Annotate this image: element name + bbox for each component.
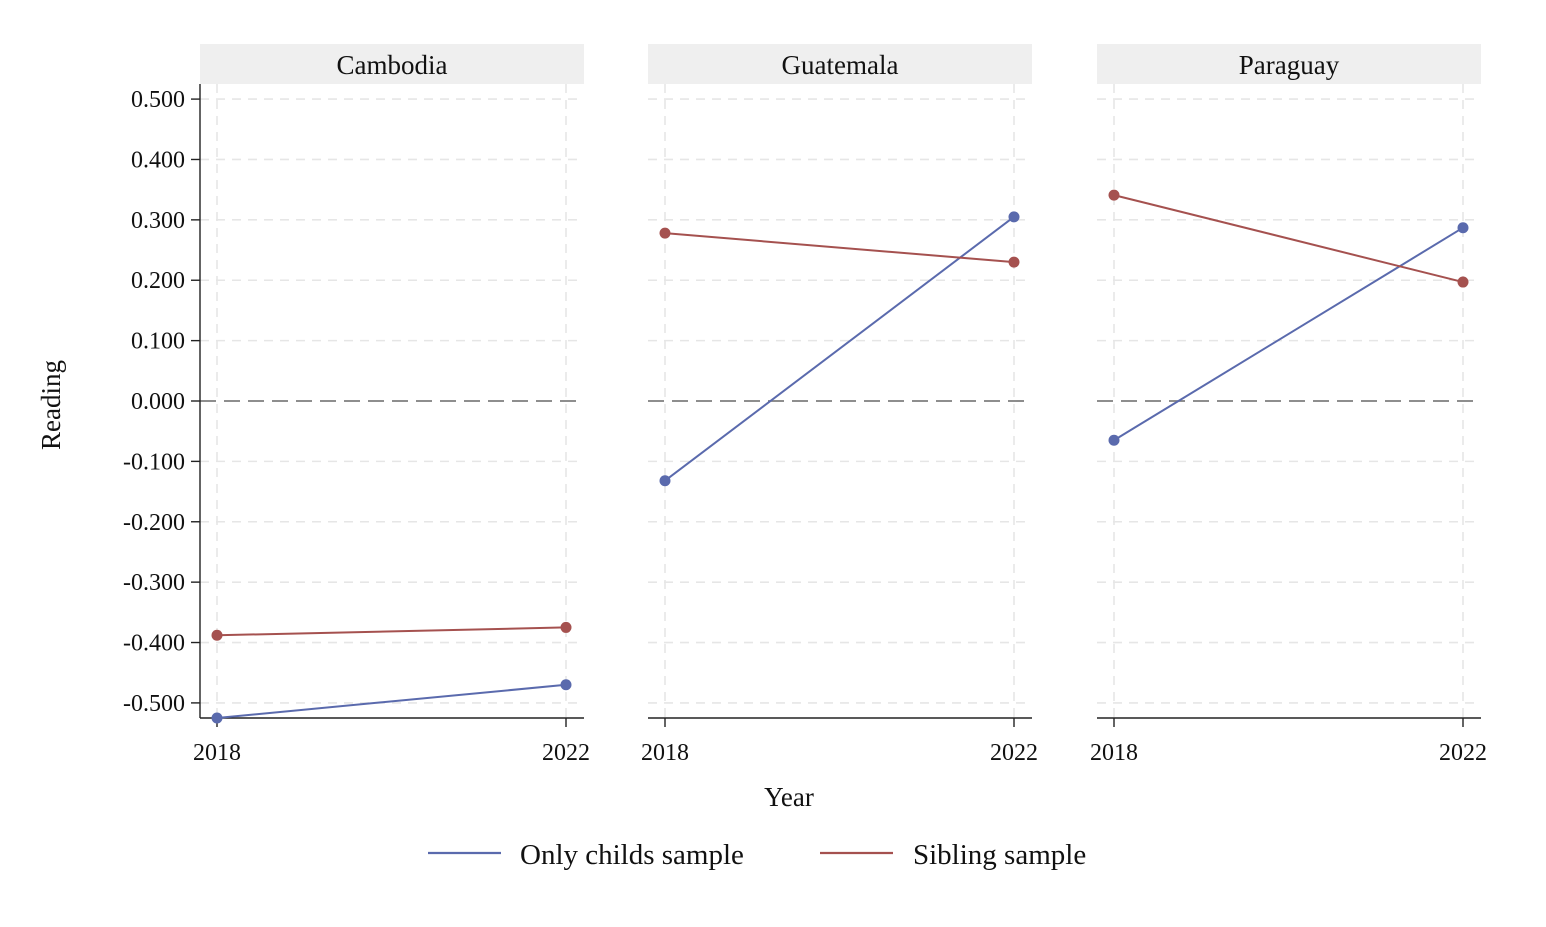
y-tick-label: -0.300 (123, 570, 185, 596)
series-sibling-sample (1108, 189, 1469, 288)
legend-item-only-childs-sample: Only childs sample (428, 839, 744, 871)
y-tick-label: -0.400 (123, 631, 185, 657)
x-tick-label: 2022 (990, 740, 1038, 766)
y-tick-label: -0.200 (123, 510, 185, 536)
series-sibling-sample (659, 227, 1020, 268)
y-axis: 0.500 0.400 0.300 0.200 0.100 0.000 -0.100 -0.2… (123, 84, 201, 718)
data-point (1457, 276, 1469, 288)
series-line (1113, 226, 1464, 442)
panel-strip (648, 44, 1032, 84)
panel-title: Cambodia (337, 50, 448, 80)
data-point (211, 629, 223, 641)
series-sibling-sample (211, 621, 572, 641)
y-tick-label: 0.400 (131, 147, 185, 173)
data-point (211, 712, 223, 724)
legend-label: Only childs sample (520, 839, 744, 871)
x-axis-label: Year (764, 782, 814, 812)
legend: Only childs sample Sibling sample (428, 839, 1086, 871)
panel-guatemala: Guatemala 2018 2022 (641, 44, 1038, 766)
y-tick-label: -0.500 (123, 691, 185, 717)
x-tick-label: 2022 (542, 740, 590, 766)
data-point (1108, 189, 1120, 201)
y-axis-label: Reading (36, 360, 66, 450)
series-only-childs-sample (1108, 222, 1469, 446)
data-point (1457, 222, 1469, 234)
y-tick-label: 0.000 (131, 389, 185, 415)
panel-title: Guatemala (782, 50, 899, 80)
x-tick-label: 2018 (193, 740, 241, 766)
y-tick-label: -0.100 (123, 449, 185, 475)
panel-paraguay: Paraguay 2018 2022 (1090, 44, 1487, 766)
data-point (560, 621, 572, 633)
legend-item-sibling-sample: Sibling sample (820, 839, 1086, 871)
panel-cambodia: Cambodia 2018 2022 (193, 44, 590, 766)
series-line (664, 232, 1015, 264)
data-point (1008, 211, 1020, 223)
series-line (664, 216, 1015, 482)
data-point (1108, 434, 1120, 446)
data-point (1008, 256, 1020, 268)
panel-strip (1097, 44, 1481, 84)
series-line (216, 626, 567, 637)
x-tick-label: 2022 (1439, 740, 1487, 766)
series-line (216, 683, 567, 719)
panel-title: Paraguay (1239, 50, 1340, 80)
panel-strip (200, 44, 584, 84)
x-tick-label: 2018 (641, 740, 689, 766)
data-point (659, 475, 671, 487)
series-only-childs-sample (211, 679, 572, 724)
series-only-childs-sample (659, 211, 1020, 487)
y-tick-label: 0.200 (131, 268, 185, 294)
x-tick-label: 2018 (1090, 740, 1138, 766)
y-tick-label: 0.100 (131, 329, 185, 355)
series-line (1113, 194, 1464, 284)
y-tick-label: 0.300 (131, 208, 185, 234)
y-tick-label: 0.500 (131, 87, 185, 113)
data-point (560, 679, 572, 691)
legend-label: Sibling sample (913, 839, 1086, 871)
data-point (659, 227, 671, 239)
